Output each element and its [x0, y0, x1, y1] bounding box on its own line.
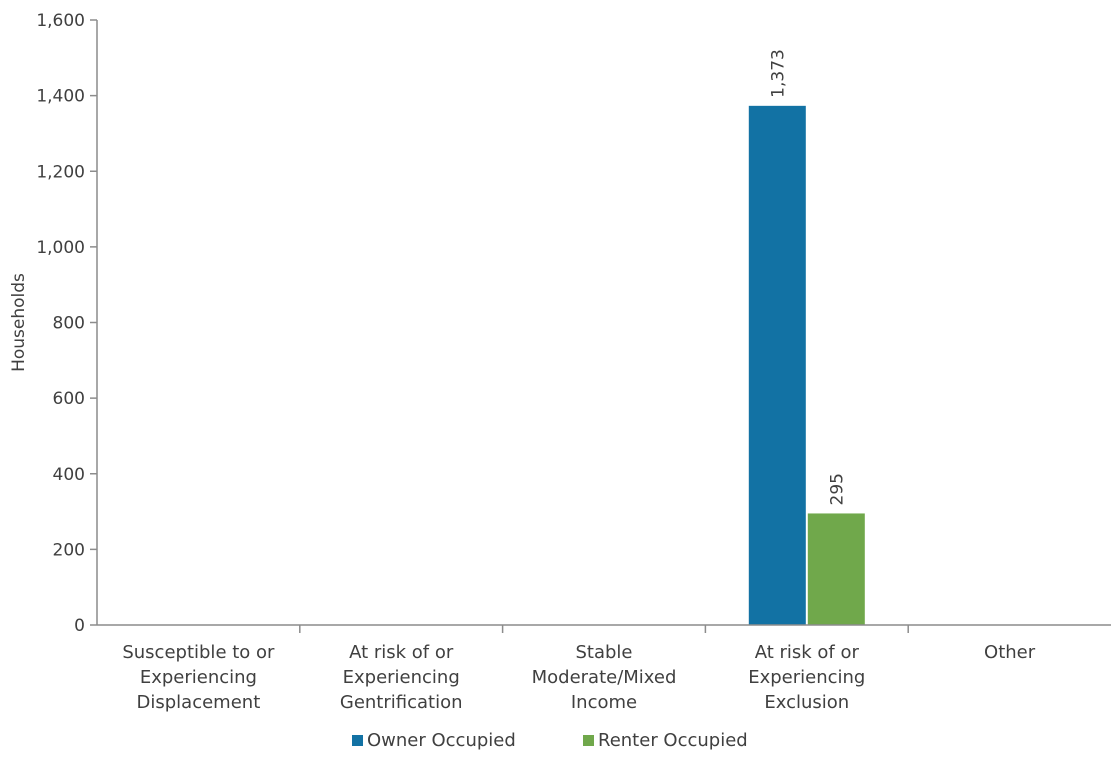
x-category-label-line: Experiencing	[140, 667, 257, 688]
y-tick-label: 1,400	[36, 87, 85, 107]
legend-swatch	[352, 735, 363, 746]
legend: Owner Occupied Renter Occupied	[352, 730, 748, 751]
x-category-label-line: Experiencing	[343, 667, 460, 688]
y-axis: 0 200 400 600 800 1,000 1,200 1,400 1,600	[36, 11, 98, 636]
x-category-label-line: Income	[571, 692, 637, 713]
y-tick-label: 1,600	[36, 11, 85, 31]
x-category-label-line: Experiencing	[748, 667, 865, 688]
bar-data-label: 1,373	[768, 49, 788, 98]
bar	[748, 105, 806, 626]
bar-data-label: 295	[827, 473, 847, 505]
y-tick-label: 400	[53, 465, 85, 485]
x-category-label-line: Susceptible to or	[122, 642, 275, 663]
x-category-label-line: Displacement	[137, 692, 261, 713]
y-tick-label: 1,000	[36, 238, 85, 258]
x-category-label: Other	[984, 642, 1036, 663]
x-category-label-line: Exclusion	[764, 692, 849, 713]
x-category-label: Susceptible to or Experiencing Displacemen…	[122, 642, 275, 713]
bar	[807, 513, 865, 625]
x-category-label-line: At risk of or	[755, 642, 860, 663]
y-tick-label: 0	[74, 616, 85, 636]
x-category-label: At risk of or Experiencing Gentrification	[340, 642, 463, 713]
y-tick-label: 800	[53, 314, 85, 334]
x-category-label-line: At risk of or	[349, 642, 454, 663]
x-category-label-line: Gentrification	[340, 692, 463, 713]
x-category-label-line: Moderate/Mixed	[532, 667, 677, 688]
y-tick-label: 600	[53, 389, 85, 409]
legend-swatch	[583, 735, 594, 746]
x-category-label: At risk of or Experiencing Exclusion	[748, 642, 865, 713]
x-category-label-line: Other	[984, 642, 1036, 663]
y-axis-title: Households	[9, 273, 29, 372]
y-axis-title-text: Households	[9, 273, 29, 372]
y-tick-label: 1,200	[36, 162, 85, 182]
legend-label: Renter Occupied	[598, 730, 748, 751]
y-tick-label: 200	[53, 540, 85, 560]
x-category-label: Stable Moderate/Mixed Income	[532, 642, 677, 713]
x-axis: Susceptible to or Experiencing Displacemen…	[97, 624, 1111, 713]
bars: 1,373 295	[748, 49, 865, 626]
legend-label: Owner Occupied	[367, 730, 516, 751]
x-category-label-line: Stable	[575, 642, 632, 663]
